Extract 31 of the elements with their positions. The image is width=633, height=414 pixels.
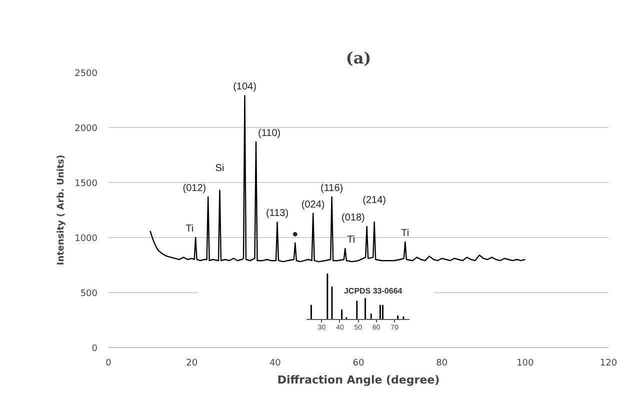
x-tick-label: 80 — [436, 358, 448, 368]
y-tick-label: 2000 — [74, 124, 98, 134]
line-series — [150, 95, 526, 262]
y-tick-label: 2500 — [74, 69, 98, 79]
y-tick-label: 0 — [92, 344, 98, 354]
x-axis-title: Diffraction Angle (degree) — [277, 374, 440, 386]
annotation: Ti — [347, 234, 356, 246]
annotation: (214) — [362, 195, 386, 206]
x-tick-label: 20 — [186, 358, 198, 368]
annotation: ● — [292, 229, 298, 240]
annotation: (012) — [182, 182, 206, 194]
annotation: (113) — [266, 208, 289, 220]
annotation: Ti — [186, 224, 194, 234]
annotation: Si — [215, 163, 224, 174]
annotation: (024) — [301, 199, 325, 210]
annotation: (116) — [320, 182, 344, 194]
annotation: Ti — [401, 228, 410, 239]
y-tick-label: 1500 — [74, 179, 98, 189]
annotation: (104) — [233, 82, 256, 93]
y-axis-title: Intensity ( Arb. Units) — [56, 154, 67, 266]
annotation: (110) — [258, 128, 281, 139]
annotation: (018) — [341, 212, 365, 224]
x-tick-label: 60 — [352, 358, 364, 368]
x-tick-label: 40 — [269, 358, 282, 368]
y-tick-label: 1000 — [74, 234, 98, 244]
y-tick-label: 500 — [80, 289, 98, 299]
annotation: JCPDS 33-0664 — [344, 286, 403, 296]
x-tick-label: 100 — [516, 358, 534, 368]
x-tick-label: 120 — [600, 358, 618, 368]
chart-title: (a) — [346, 48, 372, 68]
x-tick-label: 0 — [106, 358, 112, 368]
